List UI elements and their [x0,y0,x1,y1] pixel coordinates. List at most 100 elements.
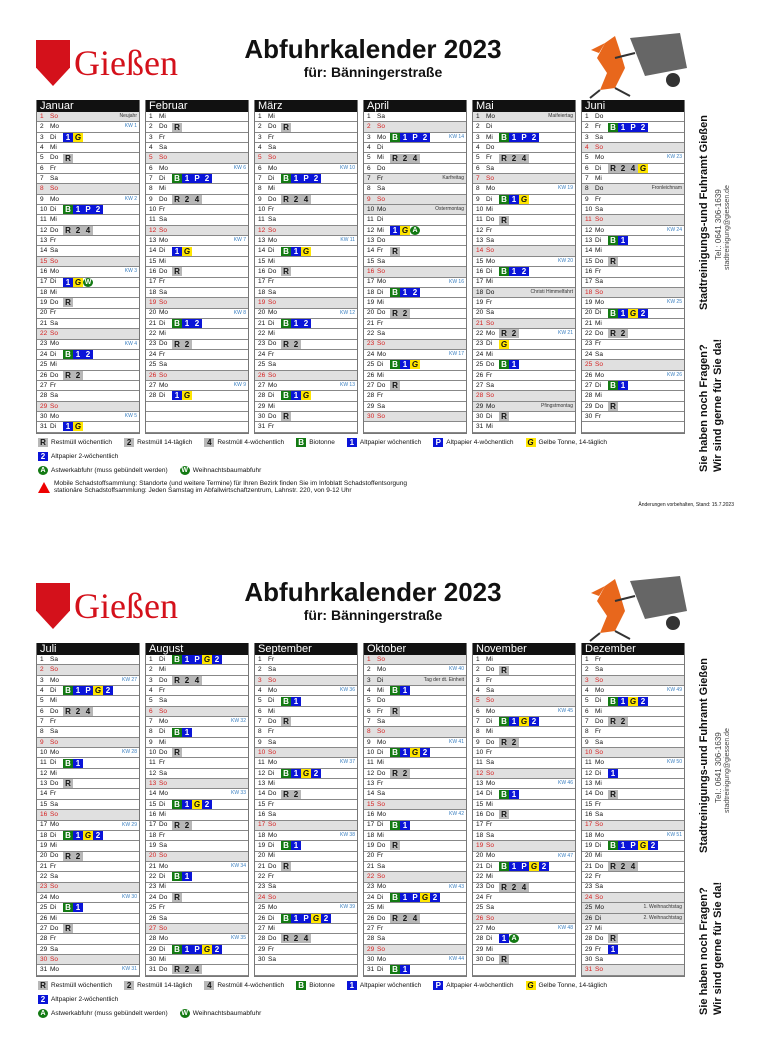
day-row[interactable]: 2 Do R [473,665,575,676]
day-row[interactable]: 20 Sa [473,309,575,319]
day-row[interactable]: 18 Mi [37,288,139,299]
day-row[interactable]: 4 So [582,143,684,154]
day-row[interactable]: 9 Sa [582,738,684,749]
day-row[interactable]: 27 Di B 1 [582,381,684,392]
day-row[interactable]: 16 Do R [473,810,575,821]
day-row[interactable]: 30 Do R [255,412,357,423]
day-row[interactable]: 4 Sa [146,143,248,154]
day-row[interactable]: 5 Mi [37,696,139,707]
day-row[interactable]: 25 So [582,360,684,371]
day-row[interactable]: 10 Mi [473,205,575,216]
day-row[interactable]: 14 Fr R [364,246,466,257]
day-row[interactable]: 17 Fr [473,821,575,831]
day-row[interactable]: 12 Sa [146,769,248,780]
day-row[interactable]: 20 Mo KW 47 [473,852,575,862]
day-row[interactable]: 4 Do [473,143,575,154]
day-row[interactable]: 3 Fr [473,676,575,687]
day-row[interactable]: 13 Sa [473,236,575,247]
day-row[interactable]: 20 Mo KW 12 [255,309,357,319]
day-row[interactable]: 25 Sa [255,360,357,371]
day-row[interactable]: 16 Di B 1 2 [473,267,575,278]
day-row[interactable]: 25 Do B 1 [473,360,575,371]
day-row[interactable]: 1 Mi [255,112,357,123]
day-row[interactable]: 28 Do R 2 4 [255,934,357,945]
day-row[interactable]: 3 Mi B 1 P 2 [473,132,575,144]
day-row[interactable]: 17 Mo KW 16 [364,278,466,288]
day-row[interactable]: 29 Fr [255,945,357,955]
day-row[interactable]: 22 Fr [582,872,684,883]
day-row[interactable]: 15 Mi [146,257,248,268]
day-row[interactable]: 10 Fr [473,748,575,759]
day-row[interactable]: 14 Sa [37,246,139,257]
day-row[interactable]: 13 Mo KW 46 [473,779,575,790]
day-row[interactable]: 24 Sa [582,350,684,361]
day-row[interactable]: 29 So [37,401,139,412]
day-row[interactable]: 14 Sa [364,789,466,800]
day-row[interactable]: 14 So [473,246,575,257]
day-row[interactable]: 25 Sa [473,903,575,914]
day-row[interactable]: 29 Do R [582,401,684,412]
day-row[interactable]: 24 Fr [255,350,357,361]
day-row[interactable]: 26 Mo KW 26 [582,371,684,381]
day-row[interactable]: 19 Fr [473,298,575,309]
day-row[interactable]: 7 Di B 1 G 2 [473,717,575,728]
day-row[interactable]: 21 Fr [37,862,139,873]
day-row[interactable]: 31 Mo KW 31 [37,965,139,976]
day-row[interactable]: 10 Do R [146,748,248,759]
day-row[interactable]: 22 Mi [146,329,248,340]
day-row[interactable]: 6 Mo KW 45 [473,707,575,718]
day-row[interactable]: 14 Mi [582,246,684,257]
day-row[interactable]: 7 Do R [255,717,357,728]
day-row[interactable]: 30 Mo KW 5 [37,412,139,423]
day-row[interactable]: 29 So [364,944,466,955]
day-row[interactable]: 11 Mi [37,215,139,226]
day-row[interactable]: 7 Di B 1 P 2 [255,174,357,185]
day-row[interactable]: 19 Mi [364,298,466,309]
day-row[interactable]: 10 Mo KW 28 [37,748,139,759]
day-row[interactable]: 7 Sa [364,717,466,728]
day-row[interactable]: 25 Sa [146,360,248,371]
day-row[interactable]: 5 So [473,696,575,707]
day-row[interactable]: 2 Mo KW 40 [364,665,466,676]
day-row[interactable]: 22 Mi [255,329,357,340]
day-row[interactable]: 15 Fr [582,800,684,811]
day-row[interactable]: 6 Do [364,164,466,175]
day-row[interactable]: 11 Sa [255,215,357,226]
day-row[interactable]: 22 Mi [473,872,575,883]
day-row[interactable]: 30 Fr [582,412,684,423]
day-row[interactable]: 7 Mi [582,174,684,185]
day-row[interactable]: 24 So [255,892,357,904]
day-row[interactable]: 28 Di 1 G [146,391,248,402]
day-row[interactable]: 31 Fr [255,422,357,433]
day-row[interactable]: 19 Do R [37,298,139,309]
day-row[interactable]: 24 Mi [473,350,575,361]
day-row[interactable]: 15 Sa [364,257,466,268]
day-row[interactable]: 23 Sa [582,883,684,893]
day-row[interactable]: 29 Mi [473,945,575,955]
day-row[interactable]: 20 Fr [37,309,139,319]
day-row[interactable]: 19 So [255,298,357,309]
day-row[interactable]: 13 Fr [37,236,139,247]
day-row[interactable]: 20 Mi [255,852,357,862]
day-row[interactable]: 25 Mo KW 39 [255,903,357,914]
day-row[interactable]: 26 Do R 2 [37,370,139,381]
day-row[interactable]: 9 Mi [146,738,248,749]
day-row[interactable]: 17 Do R 2 [146,820,248,831]
day-row[interactable]: 7 Do R 2 [582,717,684,728]
day-row[interactable]: 19 Di B 1 [255,841,357,852]
day-row[interactable]: 28 Sa [37,391,139,402]
day-row[interactable]: 29 Mo Pfingstmontag [473,401,575,412]
day-row[interactable]: 13 Mo KW 7 [146,236,248,247]
day-row[interactable]: 20 Di B 1 G 2 [582,308,684,319]
day-row[interactable]: 31 Do R 2 4 [146,965,248,976]
day-row[interactable]: 12 Do R 2 4 [37,225,139,237]
day-row[interactable]: 2 So [37,665,139,676]
day-row[interactable]: 18 So [582,287,684,299]
day-row[interactable]: 24 Mo KW 30 [37,893,139,904]
day-row[interactable]: 4 Mi [37,143,139,154]
day-row[interactable]: 5 So [255,153,357,164]
day-row[interactable]: 26 Di 2. Weihnachtstag [582,913,684,924]
day-row[interactable]: 27 Mi [255,924,357,935]
day-row[interactable]: 1 Mi [473,655,575,666]
day-row[interactable]: 19 Do R [364,841,466,852]
